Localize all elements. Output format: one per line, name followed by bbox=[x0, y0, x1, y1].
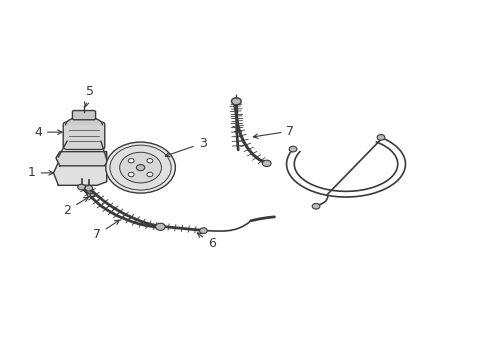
Text: 4: 4 bbox=[34, 126, 62, 139]
Text: 5: 5 bbox=[84, 85, 94, 107]
FancyBboxPatch shape bbox=[72, 111, 95, 120]
FancyBboxPatch shape bbox=[63, 122, 104, 149]
Polygon shape bbox=[56, 152, 106, 166]
Circle shape bbox=[120, 152, 161, 183]
Circle shape bbox=[288, 146, 296, 152]
Text: 7: 7 bbox=[253, 125, 294, 138]
Polygon shape bbox=[53, 162, 106, 185]
Circle shape bbox=[311, 203, 319, 209]
Circle shape bbox=[147, 172, 153, 177]
Circle shape bbox=[155, 223, 165, 230]
Text: 3: 3 bbox=[165, 137, 206, 157]
Circle shape bbox=[128, 158, 134, 163]
Circle shape bbox=[85, 185, 93, 191]
Text: 7: 7 bbox=[93, 220, 119, 242]
Polygon shape bbox=[65, 117, 102, 125]
Circle shape bbox=[110, 145, 171, 190]
Circle shape bbox=[262, 160, 270, 167]
Circle shape bbox=[199, 228, 207, 234]
Circle shape bbox=[376, 135, 384, 140]
Circle shape bbox=[78, 184, 85, 190]
Circle shape bbox=[136, 165, 144, 171]
Circle shape bbox=[231, 98, 241, 105]
Circle shape bbox=[105, 142, 175, 193]
Text: 6: 6 bbox=[197, 233, 215, 250]
Text: 2: 2 bbox=[63, 197, 88, 217]
Circle shape bbox=[128, 172, 134, 177]
Bar bbox=[87, 193, 94, 196]
Circle shape bbox=[147, 158, 153, 163]
Text: 1: 1 bbox=[28, 166, 53, 179]
